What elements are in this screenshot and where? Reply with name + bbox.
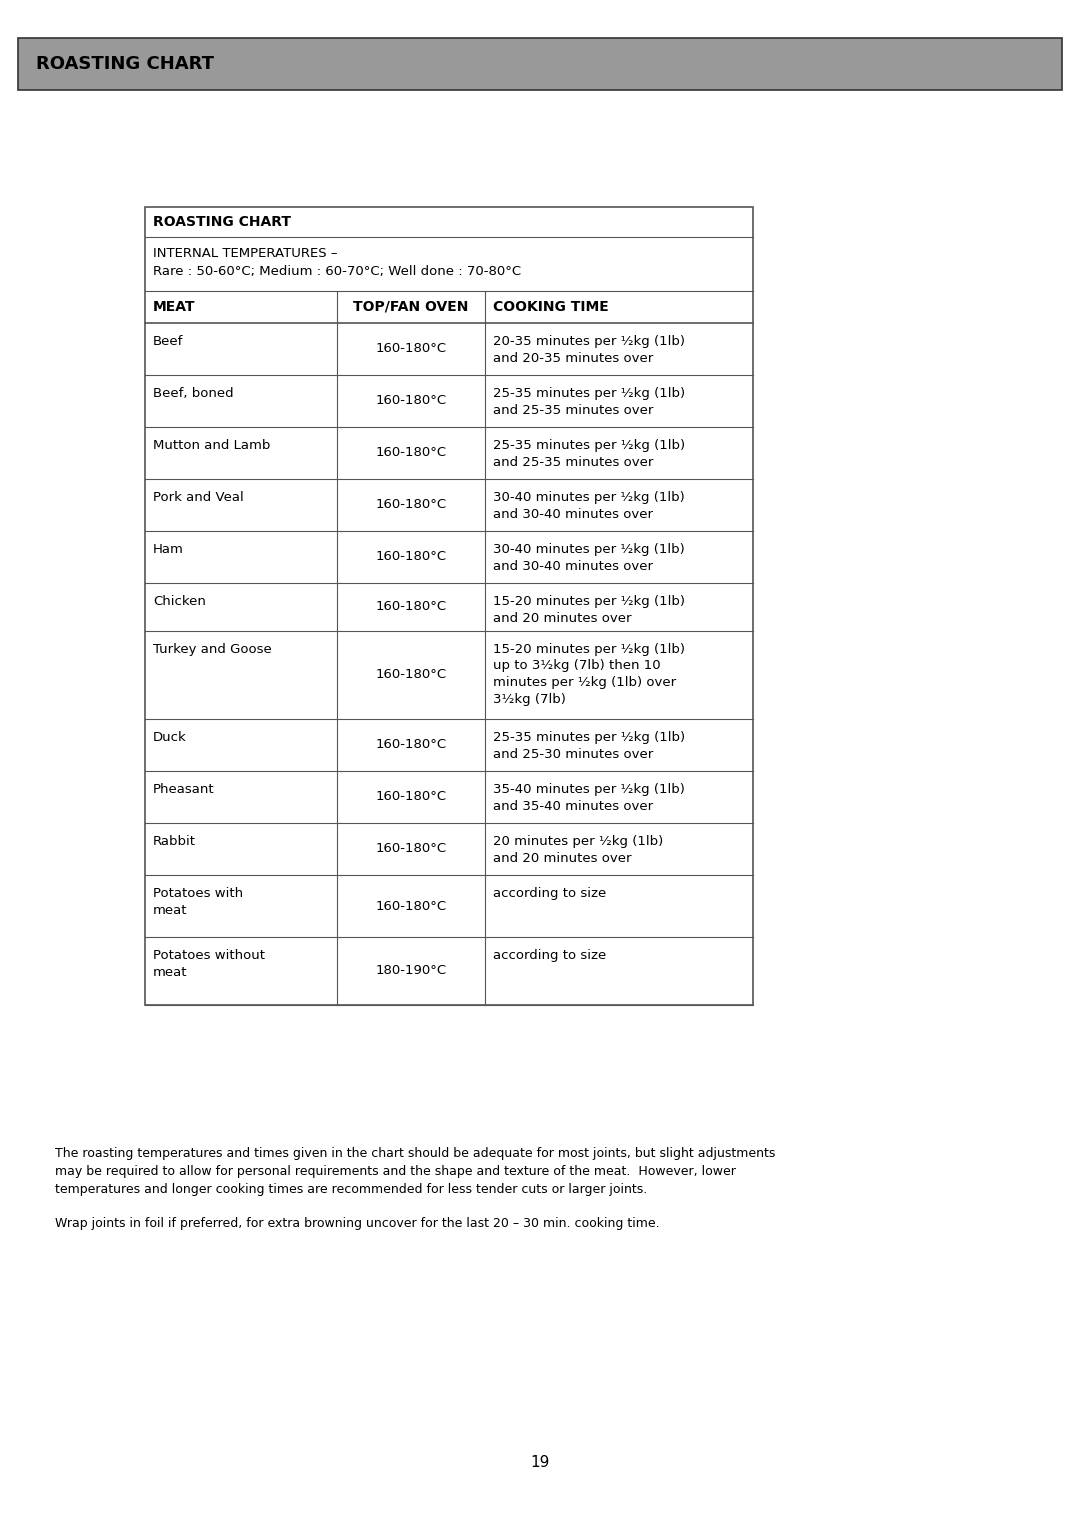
Text: INTERNAL TEMPERATURES –: INTERNAL TEMPERATURES – bbox=[153, 248, 337, 260]
Text: Beef: Beef bbox=[153, 335, 184, 348]
Text: 180-190°C: 180-190°C bbox=[376, 964, 446, 978]
Text: 15-20 minutes per ½kg (1lb)
up to 3½kg (7lb) then 10
minutes per ½kg (1lb) over
: 15-20 minutes per ½kg (1lb) up to 3½kg (… bbox=[492, 643, 685, 706]
Text: 19: 19 bbox=[530, 1455, 550, 1470]
Text: 160-180°C: 160-180°C bbox=[376, 900, 446, 912]
Text: Potatoes without
meat: Potatoes without meat bbox=[153, 949, 265, 978]
Text: Pheasant: Pheasant bbox=[153, 782, 215, 796]
Text: 20-35 minutes per ½kg (1lb)
and 20-35 minutes over: 20-35 minutes per ½kg (1lb) and 20-35 mi… bbox=[492, 335, 685, 365]
Text: TOP/FAN OVEN: TOP/FAN OVEN bbox=[353, 299, 469, 313]
Text: ROASTING CHART: ROASTING CHART bbox=[36, 55, 214, 73]
Text: COOKING TIME: COOKING TIME bbox=[492, 299, 609, 313]
Text: Mutton and Lamb: Mutton and Lamb bbox=[153, 439, 270, 452]
Text: Rare : 50-60°C; Medium : 60-70°C; Well done : 70-80°C: Rare : 50-60°C; Medium : 60-70°C; Well d… bbox=[153, 264, 522, 278]
Text: 25-35 minutes per ½kg (1lb)
and 25-35 minutes over: 25-35 minutes per ½kg (1lb) and 25-35 mi… bbox=[492, 439, 685, 469]
Bar bbox=[145, 206, 753, 1005]
Text: 30-40 minutes per ½kg (1lb)
and 30-40 minutes over: 30-40 minutes per ½kg (1lb) and 30-40 mi… bbox=[492, 542, 685, 573]
Bar bbox=[18, 38, 1062, 90]
Text: 160-180°C: 160-180°C bbox=[376, 601, 446, 614]
Text: 35-40 minutes per ½kg (1lb)
and 35-40 minutes over: 35-40 minutes per ½kg (1lb) and 35-40 mi… bbox=[492, 782, 685, 813]
Text: according to size: according to size bbox=[492, 886, 606, 900]
Text: 25-35 minutes per ½kg (1lb)
and 25-35 minutes over: 25-35 minutes per ½kg (1lb) and 25-35 mi… bbox=[492, 387, 685, 417]
Text: Beef, boned: Beef, boned bbox=[153, 387, 233, 400]
Text: 15-20 minutes per ½kg (1lb)
and 20 minutes over: 15-20 minutes per ½kg (1lb) and 20 minut… bbox=[492, 594, 685, 625]
Text: Potatoes with
meat: Potatoes with meat bbox=[153, 886, 243, 917]
Text: 160-180°C: 160-180°C bbox=[376, 669, 446, 681]
Text: MEAT: MEAT bbox=[153, 299, 195, 313]
Text: 160-180°C: 160-180°C bbox=[376, 738, 446, 752]
Text: Pork and Veal: Pork and Veal bbox=[153, 490, 244, 504]
Text: 20 minutes per ½kg (1lb)
and 20 minutes over: 20 minutes per ½kg (1lb) and 20 minutes … bbox=[492, 834, 663, 865]
Text: 25-35 minutes per ½kg (1lb)
and 25-30 minutes over: 25-35 minutes per ½kg (1lb) and 25-30 mi… bbox=[492, 730, 685, 761]
Text: ROASTING CHART: ROASTING CHART bbox=[153, 215, 291, 229]
Text: 160-180°C: 160-180°C bbox=[376, 550, 446, 564]
Text: according to size: according to size bbox=[492, 949, 606, 963]
Text: Ham: Ham bbox=[153, 542, 184, 556]
Text: Turkey and Goose: Turkey and Goose bbox=[153, 643, 272, 656]
Text: Wrap joints in foil if preferred, for extra browning uncover for the last 20 – 3: Wrap joints in foil if preferred, for ex… bbox=[55, 1216, 660, 1230]
Text: Rabbit: Rabbit bbox=[153, 834, 195, 848]
Text: Chicken: Chicken bbox=[153, 594, 206, 608]
Text: 160-180°C: 160-180°C bbox=[376, 842, 446, 856]
Text: 30-40 minutes per ½kg (1lb)
and 30-40 minutes over: 30-40 minutes per ½kg (1lb) and 30-40 mi… bbox=[492, 490, 685, 521]
Text: The roasting temperatures and times given in the chart should be adequate for mo: The roasting temperatures and times give… bbox=[55, 1148, 775, 1196]
Text: 160-180°C: 160-180°C bbox=[376, 342, 446, 356]
Text: Duck: Duck bbox=[153, 730, 187, 744]
Text: 160-180°C: 160-180°C bbox=[376, 790, 446, 804]
Text: 160-180°C: 160-180°C bbox=[376, 394, 446, 408]
Text: 160-180°C: 160-180°C bbox=[376, 446, 446, 460]
Text: 160-180°C: 160-180°C bbox=[376, 498, 446, 512]
